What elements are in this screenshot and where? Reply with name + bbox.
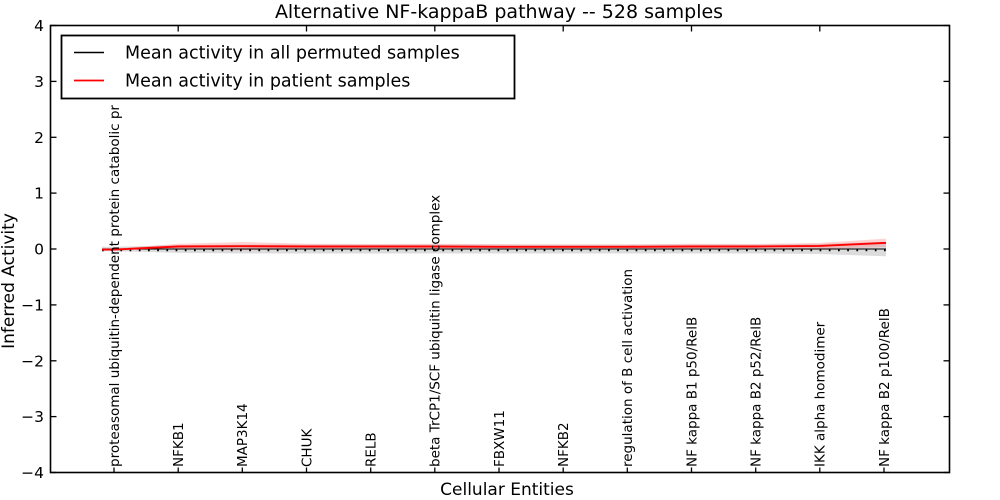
legend-box xyxy=(60,34,516,100)
x-category-label: NF kappa B1 p50/RelB xyxy=(684,317,700,467)
chart-title: Alternative NF-kappaB pathway -- 528 sam… xyxy=(275,1,723,23)
y-tick-label: −1 xyxy=(21,296,44,314)
legend: Mean activity in all permuted samples Me… xyxy=(60,34,516,100)
y-tick-label: 0 xyxy=(34,241,44,259)
x-category-label: NFKB2 xyxy=(556,422,572,467)
x-category-label: NF kappa B2 p100/RelB xyxy=(877,308,893,467)
axis-ticks xyxy=(50,24,950,474)
y-tick-label: −3 xyxy=(21,408,44,426)
x-category-label: beta TrCP1/SCF ubiquitin ligase complex xyxy=(428,195,444,467)
x-category-label: proteasomal ubiquitin-dependent protein … xyxy=(107,105,123,467)
y-tick-label: −4 xyxy=(21,464,44,482)
x-category-label: MAP3K14 xyxy=(235,403,251,467)
x-category-label: IKK alpha homodimer xyxy=(813,321,829,467)
y-tick-label: 1 xyxy=(34,185,44,203)
x-category-label: NF kappa B2 p52/RelB xyxy=(749,317,765,467)
y-tick-label: 3 xyxy=(34,73,44,91)
y-axis-label: Inferred Activity xyxy=(0,213,19,349)
y-tick-label: 2 xyxy=(34,129,44,147)
y-axis-tick-labels: 4 3 2 1 0 −1 −2 −3 −4 xyxy=(21,17,44,482)
series-lines xyxy=(102,241,886,252)
x-axis-category-labels: proteasomal ubiquitin-dependent protein … xyxy=(107,105,893,467)
x-category-label: CHUK xyxy=(299,428,315,467)
y-tick-label: −2 xyxy=(21,352,44,370)
y-tick-label: 4 xyxy=(34,17,44,35)
legend-label-patient: Mean activity in patient samples xyxy=(125,72,410,92)
x-category-label: NFKB1 xyxy=(171,422,187,467)
x-axis-label: Cellular Entities xyxy=(440,480,574,500)
x-category-label: FBXW11 xyxy=(492,410,508,467)
x-category-label: RELB xyxy=(364,432,380,467)
band-patient xyxy=(102,238,886,251)
x-category-label: regulation of B cell activation xyxy=(620,269,636,467)
line-patient xyxy=(102,241,886,251)
legend-label-permuted: Mean activity in all permuted samples xyxy=(125,44,460,64)
